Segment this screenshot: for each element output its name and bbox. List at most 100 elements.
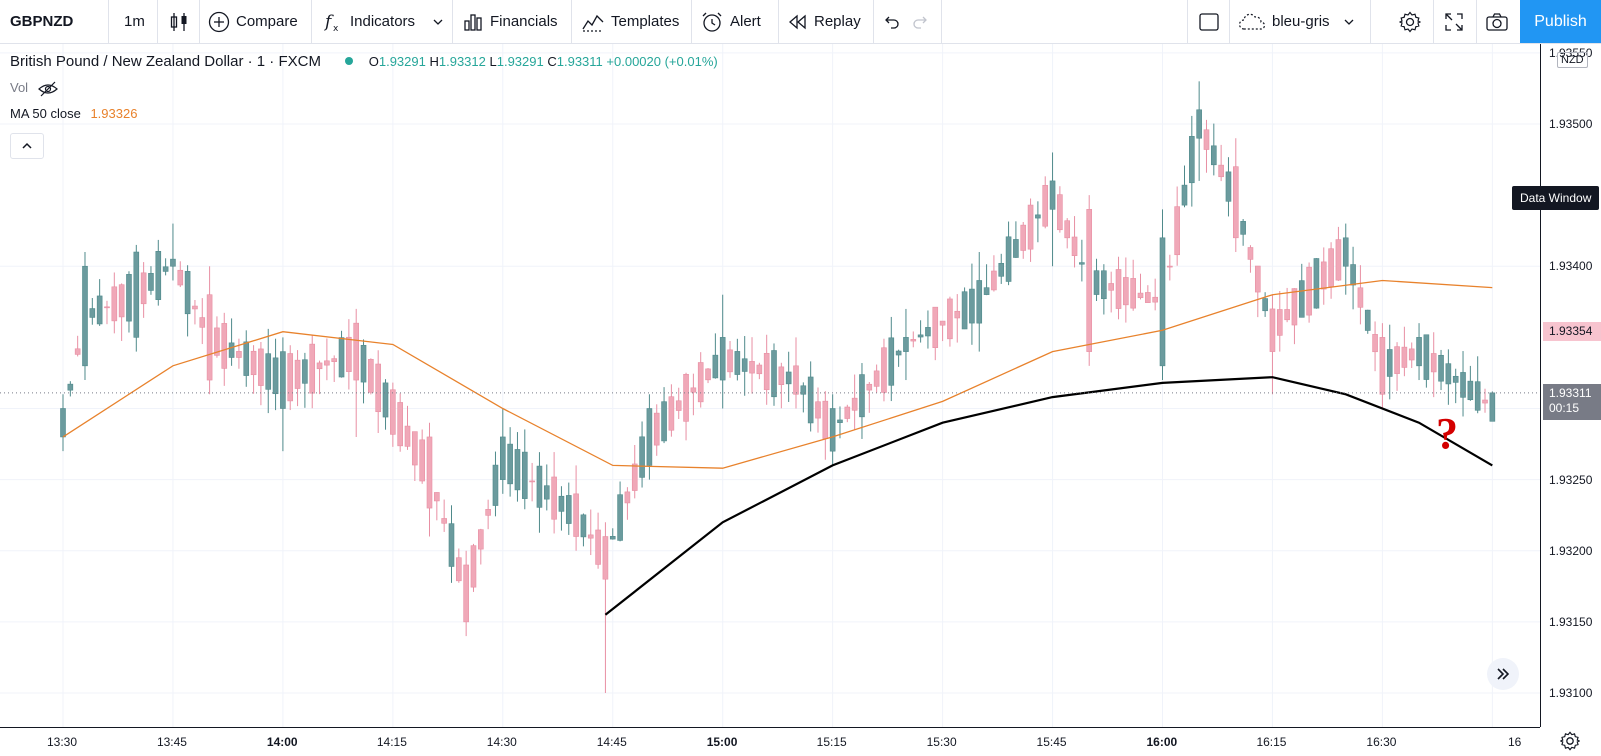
candle-down: [1152, 296, 1158, 303]
bar-countdown: 00:15: [1549, 400, 1580, 415]
candle-down: [390, 389, 396, 435]
candle-up: [1211, 145, 1217, 166]
candle-down: [844, 406, 851, 419]
candle-down: [177, 269, 184, 286]
candle-down: [1137, 292, 1144, 299]
financials-button[interactable]: Financials: [462, 0, 558, 43]
candle-up: [243, 341, 250, 376]
layout-selector[interactable]: bleu-gris: [1238, 0, 1356, 43]
candle-down: [1394, 346, 1400, 374]
time-tick: 15:00: [706, 735, 738, 749]
time-tick: 16: [1508, 735, 1522, 749]
alert-label: Alert: [730, 13, 761, 30]
candle-down: [1401, 346, 1408, 368]
candle-up: [155, 251, 162, 300]
fullscreen-layout-button[interactable]: [1198, 0, 1220, 43]
symbol-search[interactable]: GBPNZD: [10, 0, 73, 43]
publish-button[interactable]: Publish: [1520, 0, 1601, 43]
candle-up: [998, 263, 1005, 277]
candle-up: [969, 288, 975, 324]
candle-up: [734, 351, 741, 375]
collapse-legend-button[interactable]: [10, 133, 44, 159]
replay-button[interactable]: Replay: [788, 0, 861, 43]
eye-off-icon[interactable]: [37, 81, 58, 97]
change-value: +0.00020 (+0.01%): [606, 54, 718, 69]
candle-down: [749, 361, 755, 374]
low-key: L: [489, 54, 497, 69]
toolbar-divider: [1433, 0, 1434, 43]
indicators-label: Indicators: [350, 13, 416, 30]
price-chart[interactable]: [0, 44, 1540, 727]
settings-button[interactable]: [1399, 0, 1421, 43]
candle-down: [910, 339, 917, 342]
chevron-down-icon: [1344, 19, 1353, 25]
candle-up: [338, 337, 345, 378]
redo-button[interactable]: [911, 0, 931, 43]
candle-down: [104, 306, 110, 309]
candle-down: [287, 353, 294, 402]
question-mark-annotation[interactable]: ?: [1436, 409, 1458, 458]
axis-settings-button[interactable]: [1559, 731, 1582, 753]
vol-legend[interactable]: Vol: [10, 80, 58, 97]
fullscreen-button[interactable]: [1444, 0, 1464, 43]
candle-up: [558, 495, 565, 512]
ma-legend[interactable]: MA 50 close 1.93326: [10, 106, 137, 121]
candle-down: [397, 402, 403, 447]
indicators-button[interactable]: f x Indicators: [322, 0, 445, 43]
time-axis[interactable]: 13:30 13:45 14:00 14:15 14:30 14:45 15:00 15:15…: [0, 727, 1540, 756]
candle-down: [668, 396, 675, 431]
time-tick: 15:15: [816, 735, 847, 749]
snapshot-button[interactable]: [1485, 0, 1509, 43]
chart-pane[interactable]: British Pound / New Zealand Dollar · 1 ·…: [0, 44, 1540, 727]
candle-up: [382, 382, 389, 418]
square-icon: [1199, 12, 1219, 31]
templates-button[interactable]: Templates: [581, 0, 679, 43]
candle-down: [426, 436, 433, 509]
symbol-title[interactable]: British Pound / New Zealand Dollar · 1 ·…: [10, 53, 321, 70]
low-value: 1.93291: [496, 54, 544, 69]
undo-button[interactable]: [881, 0, 901, 43]
cloud-icon: [1238, 13, 1266, 30]
gear-icon: [1559, 731, 1581, 751]
candle-up: [1181, 184, 1188, 206]
candle-down: [74, 348, 81, 355]
scroll-to-realtime-button[interactable]: [1487, 658, 1519, 690]
alert-button[interactable]: Alert: [700, 0, 761, 43]
hand-drawn-curve[interactable]: [604, 376, 1493, 616]
candle-up: [1298, 280, 1305, 318]
top-toolbar: GBPNZD 1m Compare f x Indicators: [0, 0, 1601, 44]
candle-down: [991, 270, 997, 291]
legend-row: British Pound / New Zealand Dollar · 1 ·…: [10, 53, 718, 70]
candle-down: [595, 529, 601, 565]
candle-up: [536, 465, 543, 508]
candle-down: [675, 400, 682, 411]
candle-down: [1233, 166, 1239, 239]
candle-down: [1430, 353, 1437, 373]
last-price-label: 1.93311: [1549, 385, 1592, 400]
candle-down: [624, 491, 631, 504]
candle-up: [829, 408, 836, 452]
candle-up: [895, 350, 902, 356]
high-key: H: [429, 54, 439, 69]
candle-up: [302, 359, 308, 384]
candle-up: [89, 308, 96, 318]
candle-up: [741, 358, 748, 372]
svg-text:x: x: [333, 24, 339, 33]
toolbar-divider: [108, 0, 109, 43]
candle-up: [1489, 392, 1496, 422]
currency-label: NZD: [1561, 54, 1584, 66]
candle-up: [1313, 258, 1320, 309]
svg-text:f: f: [323, 12, 334, 32]
chart-type-button[interactable]: [168, 0, 190, 43]
candle-up: [837, 419, 843, 423]
candle-up: [1350, 264, 1356, 286]
candle-up: [514, 449, 521, 491]
toolbar-divider: [452, 0, 453, 43]
candle-up: [1013, 239, 1019, 258]
candle-down: [221, 323, 228, 369]
interval-button[interactable]: 1m: [124, 0, 145, 43]
alarm-clock-icon: [702, 12, 722, 32]
candle-down: [822, 400, 829, 439]
currency-badge[interactable]: NZD: [1557, 52, 1588, 68]
compare-button[interactable]: Compare: [208, 0, 298, 43]
